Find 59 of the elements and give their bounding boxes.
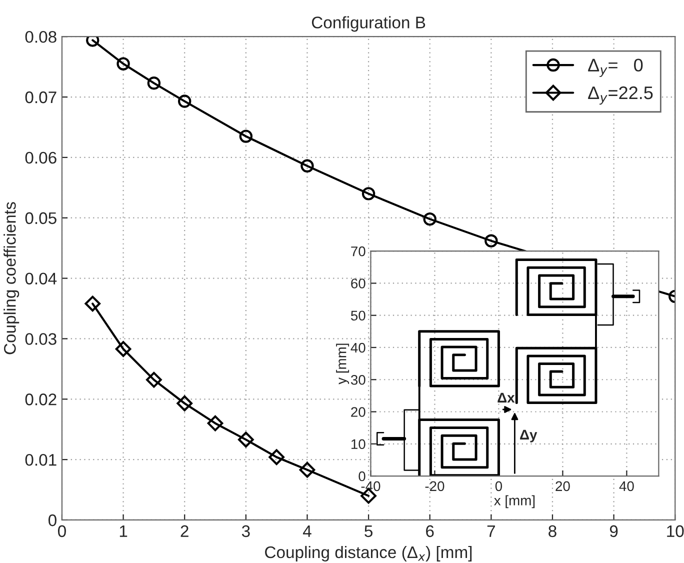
x-tick-label: 3 (242, 525, 250, 538)
point (268, 449, 284, 466)
point (86, 36, 100, 47)
x-tick-label: 2 (180, 525, 188, 537)
point (176, 395, 193, 412)
point (146, 372, 162, 388)
y-tick-label: 0.03 (25, 333, 56, 345)
x-tick-label: 20 (556, 481, 570, 492)
point (115, 341, 132, 357)
y-tick-label: 40 (350, 342, 366, 353)
x-tick-label: 9 (610, 525, 618, 538)
legend-label: Δ$_{y}$= 0 (588, 58, 643, 77)
x-tick-label: 0 (58, 525, 66, 538)
y-tick-label: 20 (351, 407, 366, 417)
x-tick-label: 0 (495, 481, 502, 492)
x-tick-label: -20 (425, 481, 444, 492)
y-tick-label: 0 (48, 514, 56, 526)
legend-label: Δ$_{y}$=22.5 (588, 86, 653, 105)
point (178, 94, 192, 108)
point (484, 234, 498, 248)
y-tick-label: 0.06 (25, 152, 56, 164)
point (84, 296, 101, 312)
y-tick-label: 10 (351, 439, 366, 450)
y-axis-title: Coupling coefficients (4, 202, 20, 354)
x-tick-label: 40 (619, 481, 634, 492)
annotation: Δx (498, 392, 515, 402)
point (362, 187, 376, 200)
y-tick-label: 0 (358, 471, 366, 482)
point (239, 130, 253, 143)
y-tick-label: 0.02 (25, 394, 56, 406)
x-tick-label: 8 (548, 525, 556, 538)
point (299, 462, 316, 478)
y-tick-label: 0.07 (25, 91, 56, 104)
x-tick-label: 1 (120, 525, 128, 537)
y-tick-label: 0.05 (25, 212, 56, 224)
x-tick-label: 6 (426, 525, 434, 538)
point (147, 76, 161, 90)
point (116, 57, 130, 70)
y-axis-title: y [mm] (336, 344, 350, 384)
x-tick-label: 5 (364, 525, 372, 538)
y-tick-label: 70 (351, 246, 366, 256)
x-axis-title: x [mm] (494, 495, 535, 508)
chart-title: Configuration B (312, 16, 426, 32)
y-tick-label: 30 (350, 374, 366, 385)
y-tick-label: 0.01 (25, 454, 56, 466)
y-tick-label: 0.04 (25, 272, 57, 284)
x-tick-label: -40 (361, 481, 380, 492)
x-tick-label: 10 (667, 525, 684, 538)
x-tick-label: 7 (487, 525, 495, 537)
point (423, 212, 436, 226)
y-tick-label: 0.08 (25, 30, 56, 43)
y-tick-label: 50 (350, 310, 366, 321)
x-tick-label: 4 (302, 525, 312, 537)
annotation: Δy (520, 430, 538, 442)
x-axis-title: Coupling distance (Δ$_{x}$) [mm] (265, 546, 472, 562)
point (207, 415, 224, 432)
point (238, 432, 254, 448)
y-tick-label: 60 (351, 278, 366, 288)
point (300, 159, 314, 173)
